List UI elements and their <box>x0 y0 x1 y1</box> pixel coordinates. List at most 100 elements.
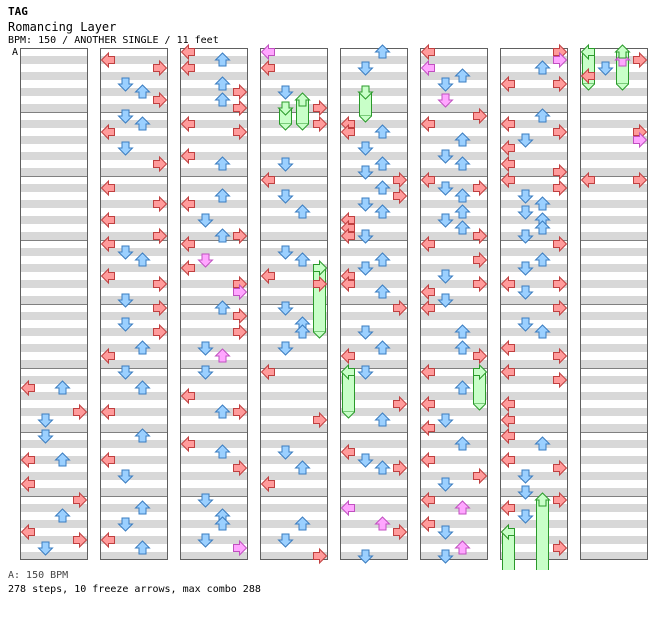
right-arrow-icon <box>553 235 568 253</box>
freeze-arrow-head-icon <box>580 43 595 61</box>
freeze-arrow-head-icon <box>534 492 551 507</box>
beat-stripe <box>580 200 648 208</box>
down-arrow-icon <box>197 341 214 356</box>
right-arrow-icon <box>553 75 568 93</box>
freeze-arrow-tail <box>582 83 595 91</box>
right-arrow-icon <box>73 491 88 509</box>
up-arrow-icon <box>454 220 471 235</box>
beat-stripe <box>340 488 408 496</box>
left-arrow-icon <box>260 475 275 493</box>
down-arrow-icon <box>117 365 134 380</box>
right-arrow-icon <box>473 251 488 269</box>
beat-stripe <box>100 248 168 256</box>
right-arrow-icon <box>313 411 328 429</box>
up-arrow-icon <box>294 516 311 531</box>
beat-stripe <box>180 344 248 352</box>
beat-stripe <box>260 344 328 352</box>
down-arrow-icon <box>437 549 454 564</box>
up-arrow-icon <box>374 204 391 219</box>
up-arrow-icon <box>374 44 391 59</box>
beat-stripe <box>420 520 488 528</box>
right-arrow-icon <box>553 299 568 317</box>
beat-stripe <box>100 104 168 112</box>
beat-stripe <box>20 408 88 416</box>
down-arrow-icon <box>437 213 454 228</box>
left-arrow-icon <box>500 155 515 173</box>
up-arrow-icon <box>534 220 551 235</box>
beat-stripe <box>180 200 248 208</box>
up-arrow-icon <box>534 108 551 123</box>
beat-stripe <box>500 392 568 400</box>
beat-stripe <box>260 232 328 240</box>
right-arrow-icon <box>553 347 568 365</box>
beat-stripe <box>500 344 568 352</box>
beat-stripe <box>500 280 568 288</box>
beat-stripe <box>180 536 248 544</box>
left-arrow-icon <box>180 235 195 253</box>
up-arrow-icon <box>454 188 471 203</box>
beat-stripe <box>180 408 248 416</box>
beat-stripe <box>500 360 568 368</box>
beat-stripe <box>420 216 488 224</box>
left-arrow-icon <box>20 379 35 397</box>
right-arrow-icon <box>473 467 488 485</box>
beat-stripe <box>420 248 488 256</box>
left-arrow-icon <box>260 59 275 77</box>
chart-column <box>420 48 488 560</box>
beat-stripe <box>420 344 488 352</box>
beat-stripe <box>180 232 248 240</box>
right-arrow-icon <box>473 347 488 365</box>
beat-stripe <box>580 472 648 480</box>
bpm-legend: A: 150 BPM <box>8 570 69 581</box>
beat-stripe <box>260 440 328 448</box>
freeze-arrow-body <box>536 499 549 570</box>
beat-stripe <box>180 168 248 176</box>
freeze-arrow-head-icon <box>614 44 631 59</box>
down-arrow-icon <box>357 261 374 276</box>
down-arrow-icon <box>197 493 214 508</box>
left-arrow-icon <box>500 139 515 157</box>
down-arrow-icon <box>517 229 534 244</box>
beat-stripe <box>580 248 648 256</box>
beat-stripe <box>180 504 248 512</box>
beat-stripe <box>20 536 88 544</box>
up-arrow-icon <box>54 452 71 467</box>
left-arrow-icon <box>420 299 435 317</box>
right-arrow-icon <box>313 275 328 293</box>
beat-stripe <box>100 56 168 64</box>
beat-stripe <box>340 232 408 240</box>
up-arrow-icon <box>294 252 311 267</box>
beat-stripe <box>100 312 168 320</box>
beat-stripe <box>20 392 88 400</box>
beat-stripe <box>420 56 488 64</box>
beat-stripe <box>500 536 568 544</box>
left-arrow-icon <box>180 43 195 61</box>
beat-stripe <box>580 280 648 288</box>
beat-stripe <box>340 424 408 432</box>
beat-stripe <box>340 440 408 448</box>
down-arrow-icon <box>357 365 374 380</box>
right-arrow-icon <box>553 491 568 509</box>
up-arrow-icon <box>214 156 231 171</box>
beat-stripe <box>180 312 248 320</box>
left-arrow-icon <box>100 235 115 253</box>
down-arrow-icon <box>517 469 534 484</box>
beat-stripe <box>340 536 408 544</box>
bpm-marker: A <box>12 47 19 58</box>
down-arrow-icon <box>437 181 454 196</box>
beat-stripe <box>420 120 488 128</box>
beat-stripe <box>580 488 648 496</box>
left-arrow-icon <box>260 267 275 285</box>
beat-stripe <box>500 424 568 432</box>
beat-stripe <box>340 72 408 80</box>
up-arrow-icon <box>214 52 231 67</box>
right-arrow-icon <box>153 323 168 341</box>
beat-stripe <box>260 376 328 384</box>
beat-stripe <box>420 488 488 496</box>
up-arrow-icon <box>454 204 471 219</box>
right-arrow-icon <box>553 163 568 181</box>
beat-stripe <box>180 296 248 304</box>
up-arrow-icon <box>454 324 471 339</box>
down-arrow-icon <box>357 549 374 564</box>
down-arrow-icon <box>117 141 134 156</box>
